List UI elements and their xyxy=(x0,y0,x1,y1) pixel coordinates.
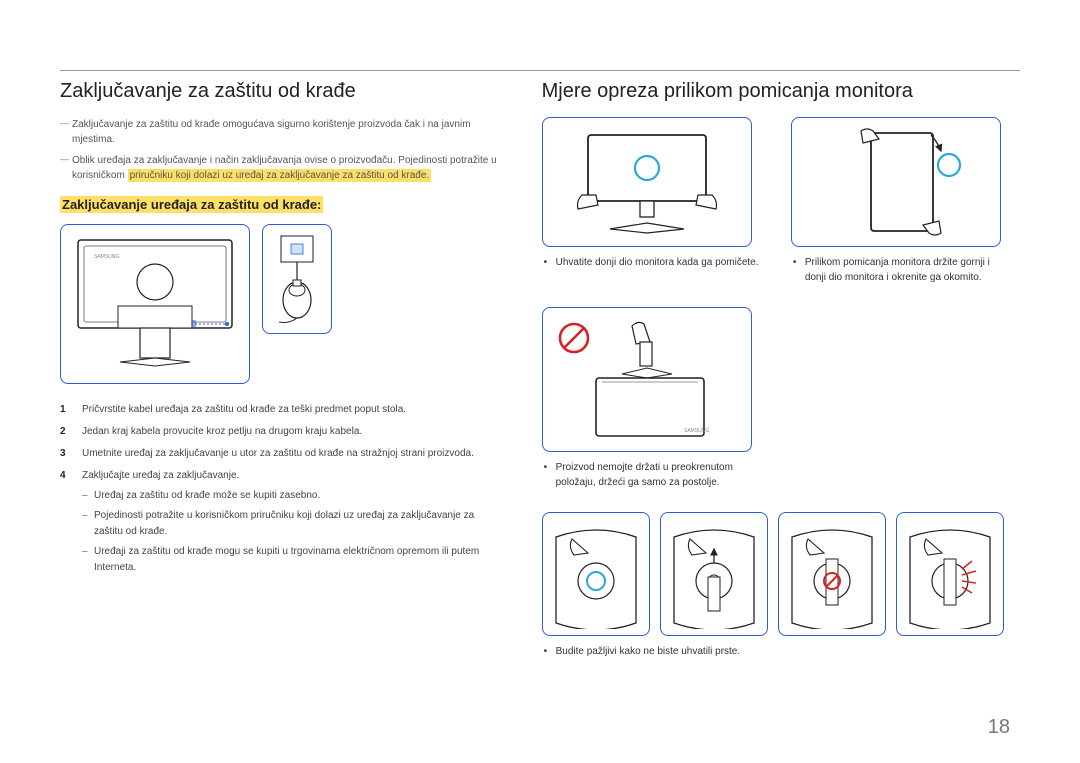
figure-stand-a xyxy=(542,512,650,636)
figure-stand-b xyxy=(660,512,768,636)
left-column: Zaključavanje za zaštitu od krađe Zaklju… xyxy=(60,80,502,663)
svg-text:SAMSUNG: SAMSUNG xyxy=(94,254,119,260)
steps-list: Pričvrstite kabel uređaja za zaštitu od … xyxy=(60,402,502,576)
figure-carry-rotate xyxy=(791,117,1001,247)
precaution-cell-1: Uhvatite donji dio monitora kada ga pomi… xyxy=(542,117,771,289)
caption-1: Uhvatite donji dio monitora kada ga pomi… xyxy=(542,255,771,270)
figure-stand-c xyxy=(778,512,886,636)
right-column: Mjere opreza prilikom pomicanja monitora… xyxy=(542,80,1020,663)
stand-a-svg xyxy=(548,519,644,629)
lock-svg xyxy=(269,232,325,326)
step-3: Umetnite uređaj za zaključavanje u utor … xyxy=(60,446,502,462)
note-2: Oblik uređaja za zaključavanje i način z… xyxy=(60,153,502,183)
precaution-cell-3: SAMSUNG Proizvod nemojte držati u preokr… xyxy=(542,307,771,494)
highlighted-text: priručniku koji dolazi uz uređaj za zakl… xyxy=(128,169,432,182)
step-1: Pričvrstite kabel uređaja za zaštitu od … xyxy=(60,402,502,418)
left-heading: Zaključavanje za zaštitu od krađe xyxy=(60,80,502,103)
monitor-rear-svg: SAMSUNG xyxy=(70,234,240,374)
stand-c-svg xyxy=(784,519,880,629)
step-2: Jedan kraj kabela provucite kroz petlju … xyxy=(60,424,502,440)
stand-b-svg xyxy=(666,519,762,629)
step-4: Zaključajte uređaj za zaključavanje. Ure… xyxy=(60,468,502,576)
precaution-cell-2: Prilikom pomicanja monitora držite gornj… xyxy=(791,117,1020,289)
sub-3: Uređaji za zaštitu od krađe mogu se kupi… xyxy=(82,544,502,576)
right-heading: Mjere opreza prilikom pomicanja monitora xyxy=(542,80,1020,103)
sub-1: Uređaj za zaštitu od krađe može se kupit… xyxy=(82,488,502,504)
two-column-layout: Zaključavanje za zaštitu od krađe Zaklju… xyxy=(60,80,1020,663)
sub-2: Pojedinosti potražite u korisničkom prir… xyxy=(82,508,502,540)
page-number: 18 xyxy=(988,716,1010,739)
carry-bottom-svg xyxy=(552,125,742,239)
precaution-row-2: SAMSUNG Proizvod nemojte držati u preokr… xyxy=(542,307,1020,494)
substeps-list: Uređaj za zaštitu od krađe može se kupit… xyxy=(82,488,502,576)
left-subheading: Zaključavanje uređaja za zaštitu od krađ… xyxy=(60,197,502,212)
stand-d-svg xyxy=(902,519,998,629)
carry-rotate-svg xyxy=(801,125,991,239)
svg-text:SAMSUNG: SAMSUNG xyxy=(684,428,709,434)
caption-4: Budite pažljivi kako ne biste uhvatili p… xyxy=(542,644,1020,659)
figure-upside-down: SAMSUNG xyxy=(542,307,752,452)
precaution-cell-spacer xyxy=(791,307,1020,494)
precaution-row-3 xyxy=(542,512,1020,636)
precaution-row-1: Uhvatite donji dio monitora kada ga pomi… xyxy=(542,117,1020,289)
figure-monitor-rear: SAMSUNG xyxy=(60,224,250,384)
upside-svg: SAMSUNG xyxy=(552,316,742,444)
caption-3: Proizvod nemojte držati u preokrenutom p… xyxy=(542,460,771,490)
note-1: Zaključavanje za zaštitu od krađe omoguć… xyxy=(60,117,502,147)
caption-2: Prilikom pomicanja monitora držite gornj… xyxy=(791,255,1020,285)
figure-lock-closeup xyxy=(262,224,332,334)
lock-figure-row: SAMSUNG xyxy=(60,224,502,384)
horizontal-rule xyxy=(60,70,1020,71)
figure-stand-d xyxy=(896,512,1004,636)
figure-carry-bottom xyxy=(542,117,752,247)
